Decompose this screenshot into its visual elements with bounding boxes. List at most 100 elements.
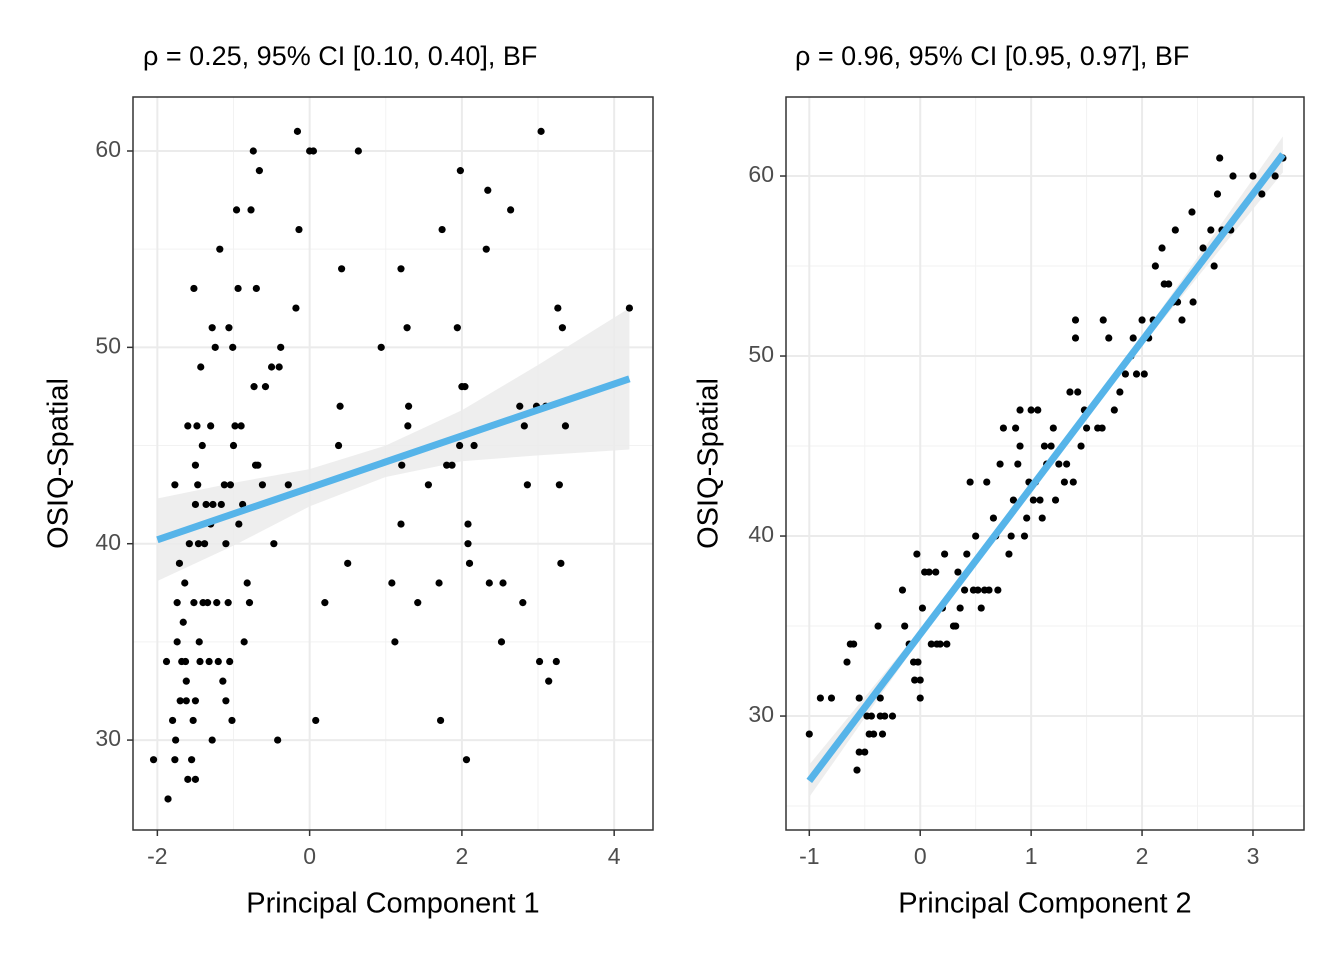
- data-point: [520, 422, 528, 430]
- x-tick-label: -2: [147, 843, 167, 869]
- data-point: [861, 748, 869, 756]
- data-point: [461, 383, 469, 391]
- data-point: [1016, 442, 1024, 450]
- data-point: [1040, 442, 1049, 450]
- data-point: [1098, 424, 1106, 432]
- data-point: [172, 736, 180, 744]
- data-point: [270, 540, 278, 548]
- data-point: [956, 604, 964, 612]
- fit-line: [806, 152, 1286, 783]
- data-point: [164, 795, 172, 803]
- data-point: [870, 730, 878, 738]
- data-point: [336, 402, 344, 410]
- data-point: [184, 422, 192, 430]
- data-point: [235, 520, 243, 528]
- data-point: [555, 481, 563, 489]
- chart-title: ρ = 0.96, 95% CI [0.95, 0.97], BF: [795, 41, 1189, 71]
- data-point: [405, 402, 413, 410]
- data-point: [1171, 226, 1179, 234]
- data-point: [453, 324, 461, 332]
- data-point: [1047, 442, 1055, 450]
- data-point: [876, 694, 884, 702]
- panel-border: [785, 96, 1305, 831]
- data-point: [484, 186, 492, 194]
- data-point: [485, 579, 493, 587]
- data-point: [397, 265, 405, 273]
- plot-area: [133, 97, 653, 830]
- x-axis-label: Principal Component 2: [898, 888, 1191, 920]
- data-point: [974, 586, 982, 594]
- chart-title: ρ = 0.25, 95% CI [0.10, 0.40], BF: [143, 41, 537, 71]
- data-point: [1132, 370, 1141, 378]
- data-point: [191, 697, 200, 705]
- data-point: [523, 481, 531, 489]
- data-point: [321, 599, 329, 607]
- data-point: [843, 658, 851, 666]
- data-point: [805, 730, 813, 738]
- panel: -1 0 1 2 3 30 40 50 60 ρ = 0.96, 95% CI [0.95, 0.…: [693, 41, 1305, 920]
- y-axis-label: OSIQ-Spatial: [693, 378, 725, 549]
- data-point: [202, 500, 210, 509]
- data-point: [963, 550, 971, 558]
- data-point: [195, 638, 203, 646]
- data-point: [972, 532, 980, 540]
- data-point: [1036, 496, 1044, 504]
- data-point: [456, 441, 464, 450]
- data-point: [194, 540, 203, 548]
- data-point: [1071, 316, 1080, 324]
- data-point: [1009, 496, 1017, 504]
- data-point: [377, 343, 385, 351]
- x-tick-label: 4: [608, 843, 621, 869]
- data-point: [853, 766, 861, 774]
- data-point: [204, 599, 212, 607]
- data-point: [1099, 316, 1107, 324]
- data-point: [436, 716, 445, 725]
- data-point: [214, 657, 222, 666]
- data-point: [226, 657, 234, 666]
- data-point: [225, 324, 233, 332]
- data-point: [197, 363, 205, 371]
- y-tick-label: 50: [748, 341, 774, 367]
- data-point: [850, 640, 858, 648]
- data-point: [1271, 172, 1279, 180]
- data-point: [465, 559, 474, 567]
- data-point: [1207, 226, 1215, 234]
- data-point: [1165, 280, 1173, 288]
- data-point: [1074, 388, 1082, 396]
- y-tick-label: 50: [95, 332, 121, 358]
- data-point: [171, 756, 179, 764]
- data-point: [943, 640, 951, 648]
- data-point: [462, 756, 471, 764]
- data-point: [558, 324, 566, 332]
- data-point: [916, 676, 924, 684]
- x-tick-label: 1: [1025, 843, 1038, 869]
- data-point: [1189, 298, 1197, 306]
- x-axis-label: Principal Component 1: [246, 888, 539, 920]
- data-point: [404, 422, 412, 430]
- data-point: [996, 460, 1004, 468]
- data-point: [334, 441, 343, 450]
- data-point: [1029, 496, 1037, 504]
- data-point: [344, 559, 352, 567]
- data-point: [254, 461, 262, 469]
- data-point: [277, 343, 285, 351]
- data-point: [255, 167, 263, 175]
- y-tick-label: 40: [748, 521, 774, 547]
- data-point: [198, 441, 206, 450]
- data-point: [827, 694, 836, 702]
- data-point: [985, 586, 993, 594]
- data-point: [443, 461, 451, 469]
- data-point: [1258, 190, 1266, 198]
- data-point: [448, 461, 456, 469]
- data-point: [960, 586, 969, 594]
- data-point: [191, 461, 200, 469]
- data-point: [208, 324, 216, 332]
- data-point: [403, 324, 411, 332]
- data-point: [1016, 406, 1024, 414]
- x-tick-label: 2: [456, 843, 469, 869]
- data-point: [190, 599, 198, 607]
- data-point: [1014, 460, 1022, 468]
- data-point: [1023, 514, 1031, 522]
- y-tick-label: 30: [95, 725, 121, 751]
